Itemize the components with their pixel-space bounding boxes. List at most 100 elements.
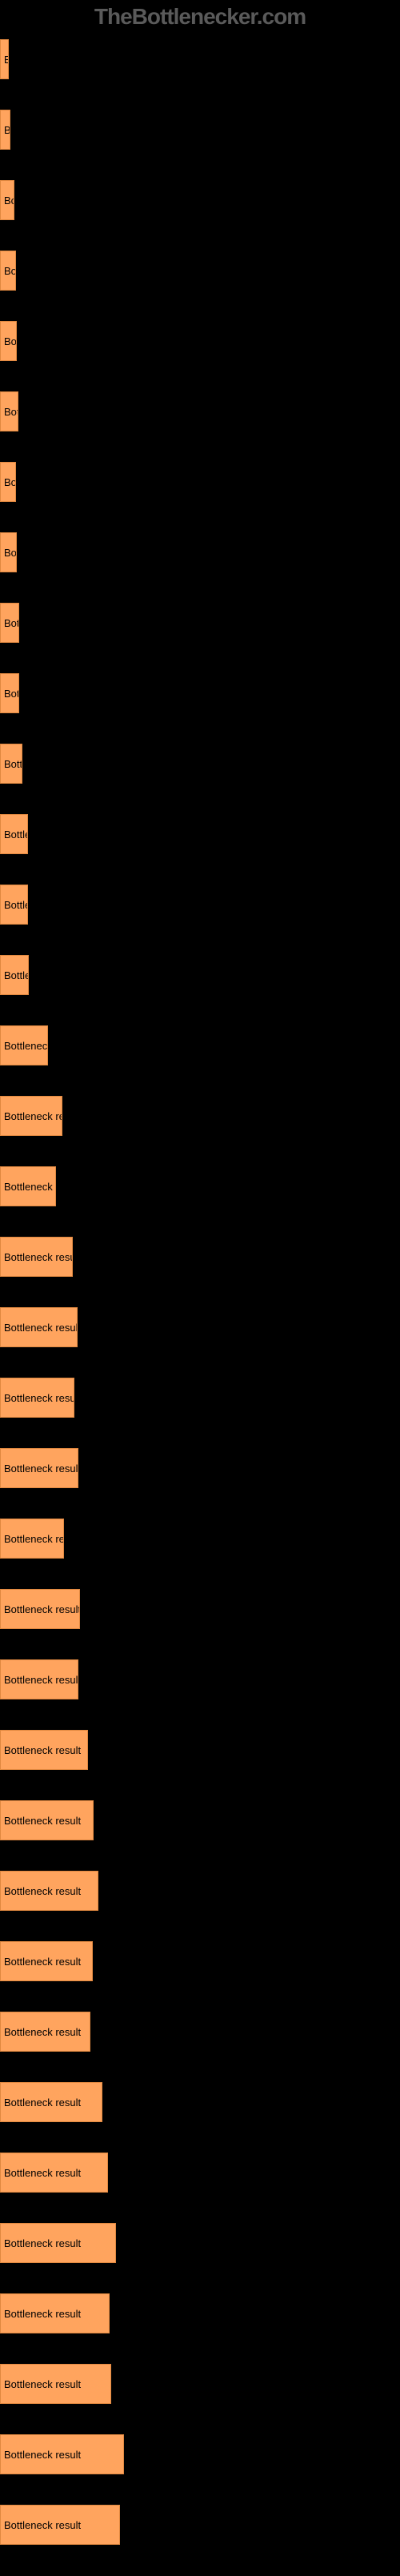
- bar-row: Bottleneck result: [0, 1715, 400, 1785]
- bar: Bottleneck result: [0, 1941, 93, 1981]
- bar-row: Bottleneck result: [0, 2278, 400, 2349]
- bar-row: Bottleneck result: [0, 2419, 400, 2490]
- bar-label: Bottleneck result: [4, 1956, 81, 1968]
- bar-label: Bottleneck r: [4, 1181, 56, 1193]
- bar-label: Bo: [4, 547, 17, 559]
- bar-label: Bott: [4, 758, 22, 770]
- bar: Bottleneck result: [0, 2505, 120, 2545]
- bar: Bot: [0, 603, 19, 643]
- bar: Bottleneck res: [0, 1519, 64, 1559]
- bar-label: Bottleneck res: [4, 1533, 64, 1545]
- bar-label: Bottleneck result: [4, 2167, 81, 2179]
- bar: Bott: [0, 744, 22, 784]
- bar-label: Bot: [4, 406, 18, 418]
- bar: Bo: [0, 532, 17, 572]
- bar-row: Bottleneck: [0, 1010, 400, 1081]
- bar-label: Bottle: [4, 899, 28, 911]
- bar-row: Bo: [0, 306, 400, 376]
- bar-row: Bottleneck result: [0, 2208, 400, 2278]
- bar-label: Bot: [4, 617, 19, 629]
- bar-row: Bottleneck res: [0, 1081, 400, 1151]
- bar-row: Bott: [0, 728, 400, 799]
- bar-row: B: [0, 94, 400, 165]
- bar-label: Bottleneck result: [4, 2449, 81, 2461]
- bar-label: Bottleneck res: [4, 1110, 62, 1122]
- bar-label: B: [4, 124, 10, 136]
- bar-row: Bo: [0, 447, 400, 517]
- bar: Bottleneck result: [0, 2012, 90, 2052]
- bar-label: Bottleneck result: [4, 2237, 81, 2249]
- bar-row: Bottle: [0, 940, 400, 1010]
- bar-row: Bottleneck result: [0, 1292, 400, 1362]
- bar-label: Bo: [4, 265, 16, 277]
- bar: Bottleneck result: [0, 1307, 78, 1347]
- bar-label: Bo: [4, 335, 17, 347]
- bar: Bottleneck resul: [0, 1378, 74, 1418]
- bar-row: Bo: [0, 235, 400, 306]
- bar: Bottleneck result: [0, 1871, 98, 1911]
- bar-label: Bottleneck result: [4, 2026, 81, 2038]
- bar-row: Bottle: [0, 799, 400, 869]
- bar: Bottleneck result: [0, 1589, 80, 1629]
- bar-label: Bottle: [4, 969, 29, 981]
- bar: Bottle: [0, 885, 28, 925]
- bar: Bo: [0, 180, 14, 220]
- bar-row: Bottleneck result: [0, 1785, 400, 1856]
- bar-label: Bottleneck result: [4, 1744, 81, 1756]
- bar-row: Bottleneck result: [0, 2067, 400, 2137]
- bar-label: Bottleneck result: [4, 1322, 78, 1334]
- bar-label: Bottleneck: [4, 1040, 48, 1052]
- bar-label: Bottleneck result: [4, 2097, 81, 2109]
- bar-label: Bottleneck result: [4, 1885, 81, 1897]
- bar-row: Bottleneck resul: [0, 1222, 400, 1292]
- bar: Bottleneck r: [0, 1166, 56, 1206]
- bar: Bo: [0, 251, 16, 291]
- bar-row: Bottleneck result: [0, 1926, 400, 1996]
- bar: Bot: [0, 391, 18, 431]
- bar-label: Bottleneck result: [4, 1674, 78, 1686]
- bar-label: Bottleneck resul: [4, 1392, 74, 1404]
- bar: B: [0, 110, 10, 150]
- bar-row: Bot: [0, 376, 400, 447]
- bar-label: Bottleneck resul: [4, 1251, 73, 1263]
- bar-label: Bottleneck result: [4, 1463, 78, 1475]
- bar: Bottleneck result: [0, 2364, 111, 2404]
- bar-label: Bottleneck result: [4, 1603, 80, 1615]
- bar-row: Bot: [0, 658, 400, 728]
- bar-label: Bo: [4, 195, 14, 207]
- bar-label: Bottleneck result: [4, 1815, 81, 1827]
- bar-label: Bottleneck result: [4, 2519, 81, 2531]
- bar-row: Bottleneck r: [0, 1151, 400, 1222]
- bar-label: Bottleneck result: [4, 2378, 81, 2390]
- bar-row: Bottleneck result: [0, 1996, 400, 2067]
- bar: Bottleneck result: [0, 2434, 124, 2474]
- bar-row: Bo: [0, 165, 400, 235]
- bar: B: [0, 39, 9, 79]
- bar-label: Bot: [4, 688, 19, 700]
- bar: Bottleneck result: [0, 2223, 116, 2263]
- bar-row: Bottleneck resul: [0, 1362, 400, 1433]
- bar-label: Bottleneck result: [4, 2308, 81, 2320]
- bar-label: Bo: [4, 476, 16, 488]
- bar-row: Bottleneck result: [0, 1433, 400, 1503]
- bar: Bottleneck res: [0, 1096, 62, 1136]
- bar: Bottle: [0, 814, 28, 854]
- bar: Bottle: [0, 955, 29, 995]
- bar-row: Bottleneck result: [0, 1644, 400, 1715]
- bar-row: Bottleneck res: [0, 1503, 400, 1574]
- bar: Bottleneck result: [0, 1659, 78, 1699]
- bar: Bot: [0, 673, 19, 713]
- bar-label: Bottle: [4, 829, 28, 841]
- bar: Bottleneck result: [0, 1730, 88, 1770]
- bar: Bottleneck result: [0, 2082, 102, 2122]
- bar: Bottleneck result: [0, 2293, 110, 2333]
- bar-row: B: [0, 24, 400, 94]
- bar-row: Bottleneck result: [0, 1574, 400, 1644]
- bar-row: Bo: [0, 517, 400, 588]
- bar: Bo: [0, 462, 16, 502]
- bar: Bottleneck resul: [0, 1237, 73, 1277]
- bar-row: Bot: [0, 588, 400, 658]
- bar: Bottleneck result: [0, 1800, 94, 1840]
- bar-row: Bottle: [0, 869, 400, 940]
- bar-row: Bottleneck result: [0, 2349, 400, 2419]
